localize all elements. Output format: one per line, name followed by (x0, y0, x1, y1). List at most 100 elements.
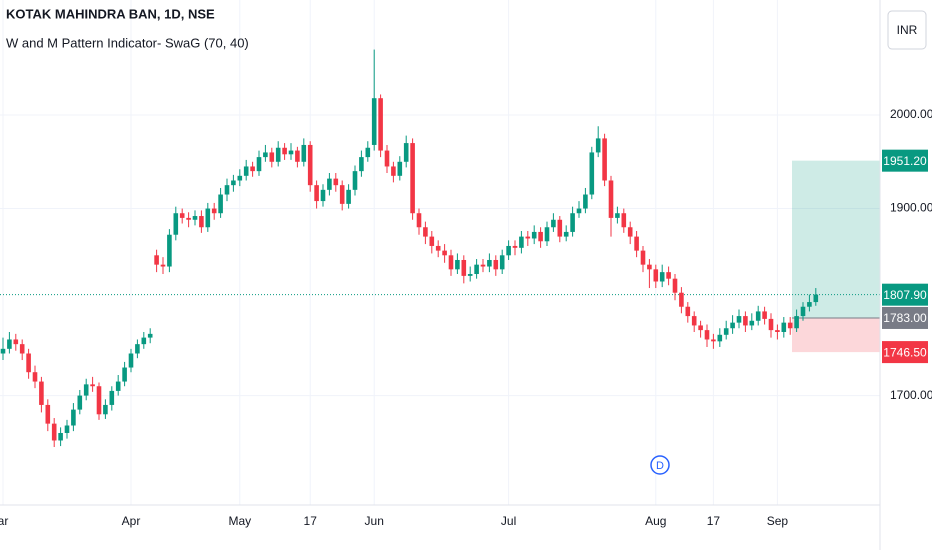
candles (0, 49, 819, 448)
candle-body (487, 259, 492, 267)
candle-body (64, 425, 70, 433)
candle-body (691, 316, 697, 326)
x-tick-label: 17 (707, 514, 721, 528)
y-tick-label: 1900.00 (890, 201, 932, 215)
price-tag (882, 283, 928, 306)
candle-body (205, 208, 211, 228)
candle-body (224, 185, 230, 195)
grid (0, 0, 880, 505)
dividend-event-label[interactable]: D (656, 460, 664, 472)
candle-body (141, 337, 147, 345)
candle-body (429, 236, 435, 246)
candle-body (794, 316, 799, 329)
candle-body (384, 150, 390, 167)
candle-body (256, 157, 262, 172)
x-tick-label: Aug (645, 514, 666, 528)
candle-body (538, 231, 543, 242)
candle-body (781, 322, 787, 332)
x-tick-label: Jul (501, 514, 516, 528)
candle-body (442, 250, 447, 256)
candle-body (583, 194, 588, 209)
candle-body (711, 339, 716, 342)
currency-button[interactable] (887, 10, 927, 50)
x-tick-label: Jun (365, 514, 384, 528)
candle-body (672, 278, 678, 293)
candle-body (237, 175, 243, 181)
candle-body (736, 316, 742, 323)
candle-body (109, 390, 115, 405)
candle-body (531, 231, 537, 239)
candle-body (589, 152, 595, 195)
candle-body (525, 236, 531, 239)
candle-body (135, 344, 140, 354)
candle-body (595, 138, 601, 153)
candle-body (0, 348, 6, 354)
candle-body (627, 227, 633, 237)
dividend-event[interactable] (650, 455, 670, 475)
candle-body (717, 334, 723, 342)
candle-body (19, 344, 25, 354)
candle-body (160, 264, 166, 267)
price-tag-label: 1807.90 (883, 288, 927, 302)
candle-body (621, 213, 627, 228)
candle-body (787, 322, 793, 329)
candle-body (640, 250, 646, 265)
candle-body (455, 259, 460, 270)
candle-body (186, 217, 191, 220)
price-tag (882, 341, 928, 364)
candle-body (679, 292, 684, 307)
x-tick-label: Apr (122, 514, 141, 528)
price-tag-label: 1746.50 (883, 345, 927, 359)
stop-zone (792, 317, 880, 353)
candle-body (192, 216, 198, 220)
candle-body (743, 316, 748, 326)
candle-body (653, 269, 659, 282)
y-tick-label: 2000.00 (890, 107, 932, 121)
candle-body (391, 166, 396, 176)
x-tick-label: 17 (304, 514, 318, 528)
candle-body (58, 432, 63, 441)
candle-body (685, 306, 691, 317)
candle-body (480, 264, 486, 267)
candle-body (474, 264, 479, 275)
candle-body (122, 367, 127, 382)
candle-body (269, 152, 275, 162)
candle-body (762, 311, 767, 319)
candle-body (800, 306, 806, 317)
price-tag (882, 306, 928, 329)
x-tick-label: May (228, 514, 251, 528)
price-tag-label: 1951.20 (883, 154, 927, 168)
candle-body (179, 213, 185, 218)
candle-body (333, 178, 339, 186)
candle-body (282, 147, 287, 155)
candle-body (371, 98, 377, 145)
candle-body (250, 166, 255, 172)
candle-body (295, 150, 300, 162)
indicator-label: W and M Pattern Indicator- SwaG (70, 40) (6, 35, 249, 50)
candle-body (96, 386, 102, 415)
axes: 1700.00 1900.00 2000.00 ar Apr May 17 Jun Jul Aug… (0, 107, 932, 528)
candle-body (301, 144, 307, 162)
candle-body (615, 213, 620, 218)
candle-body (410, 143, 415, 214)
candle-body (71, 409, 76, 426)
candle-body (7, 339, 12, 349)
position-tool (0, 160, 880, 353)
candle-body (448, 255, 454, 270)
candle-body (83, 384, 89, 396)
x-tick-label: Sep (767, 514, 789, 528)
candle-body (608, 180, 614, 218)
candle-body (327, 178, 332, 190)
candle-body (563, 231, 569, 237)
candle-body (231, 180, 236, 186)
candle-body (243, 166, 249, 176)
candle-body (199, 216, 204, 228)
target-zone (792, 160, 880, 318)
candle-body (211, 208, 217, 214)
candle-body (499, 255, 505, 270)
x-tick-label: ar (0, 514, 8, 528)
y-tick-label: 1700.00 (890, 388, 932, 402)
currency-button-label[interactable]: INR (897, 23, 918, 37)
candle-body (506, 245, 511, 256)
candle-body (359, 157, 364, 172)
